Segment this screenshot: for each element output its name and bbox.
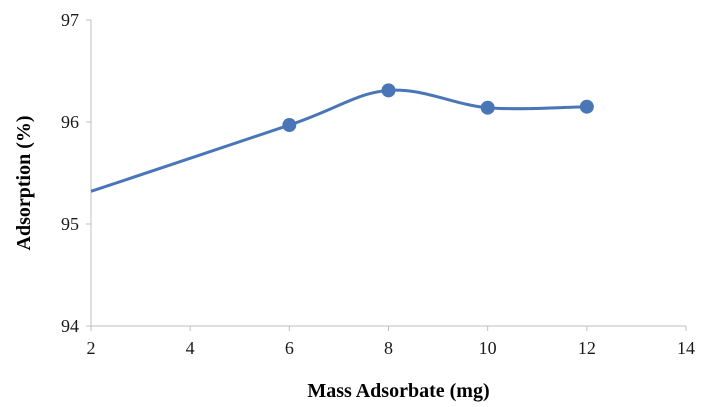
x-tick-label: 14: [677, 338, 695, 358]
data-point-marker: [480, 100, 495, 115]
axes: [90, 20, 686, 327]
x-tick-labels: 2 4 6 8 10 12 14: [87, 326, 695, 358]
series-line: [90, 88, 587, 193]
y-tick-label: 96: [61, 112, 79, 132]
series-layer: [90, 83, 594, 193]
data-point-marker: [282, 118, 297, 133]
x-tick-label: 8: [384, 338, 393, 358]
data-point-marker: [381, 83, 396, 98]
y-tick-label: 94: [61, 316, 79, 336]
data-point-marker: [579, 99, 594, 114]
y-tick-label: 95: [61, 214, 79, 234]
y-tick-label: 97: [61, 10, 79, 30]
y-axis-title: Adsorption (%): [13, 115, 35, 250]
y-tick-labels: 94 95 96 97: [61, 10, 91, 336]
x-tick-label: 10: [479, 338, 497, 358]
x-tick-label: 4: [186, 338, 195, 358]
x-tick-label: 2: [87, 338, 96, 358]
x-axis-title: Mass Adsorbate (mg): [307, 380, 489, 402]
x-tick-label: 12: [578, 338, 596, 358]
x-tick-label: 6: [285, 338, 294, 358]
